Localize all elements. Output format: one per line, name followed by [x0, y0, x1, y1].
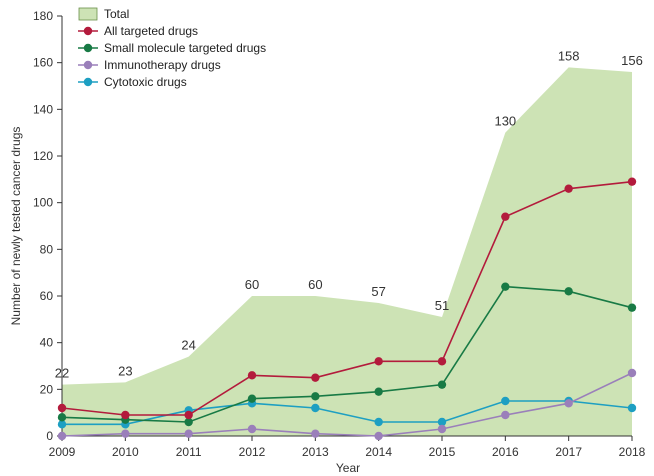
data-point — [247, 394, 257, 403]
total-value-label: 51 — [435, 298, 449, 313]
total-value-label: 24 — [181, 338, 195, 353]
legend-item-small-molecule-targeted-drugs: Small molecule targeted drugs — [78, 41, 266, 55]
data-point — [184, 417, 193, 427]
data-point — [374, 431, 383, 441]
y-ticks: 0 20 40 60 80 100 120 140 160 180 — [33, 9, 62, 443]
axes — [61, 16, 632, 437]
data-point — [437, 417, 447, 427]
legend-item-cytotoxic-drugs: Cytotoxic drugs — [78, 75, 187, 89]
legend-marker — [83, 60, 93, 70]
legend-label: Small molecule targeted drugs — [104, 41, 266, 55]
x-axis-title: Year — [336, 461, 360, 475]
data-point — [564, 287, 573, 296]
data-point — [627, 403, 637, 413]
data-point — [247, 424, 257, 434]
legend-label: Total — [104, 7, 129, 21]
y-tick-label: 0 — [46, 429, 53, 443]
legend-label: All targeted drugs — [104, 24, 198, 38]
x-tick-label: 2017 — [555, 445, 582, 459]
series-all-targeted-drugs — [57, 177, 637, 420]
y-tick-label: 120 — [33, 149, 53, 163]
y-tick-label: 40 — [40, 336, 54, 350]
data-point — [57, 403, 67, 413]
legend-item-total: Total — [78, 7, 129, 21]
data-point — [627, 177, 637, 186]
x-tick-label: 2012 — [239, 445, 266, 459]
y-tick-label: 160 — [33, 56, 53, 70]
total-value-label: 156 — [621, 53, 643, 68]
data-point — [437, 357, 447, 366]
legend: Total All targeted drugs Small molecule ta… — [78, 7, 266, 89]
total-value-label: 23 — [118, 363, 132, 378]
legend-item-immunotherapy-drugs: Immunotherapy drugs — [78, 58, 221, 72]
series-line — [61, 372, 633, 437]
series-immunotherapy-drugs — [57, 368, 637, 441]
data-point — [501, 410, 510, 420]
data-point — [311, 429, 320, 438]
x-tick-label: 2016 — [492, 445, 519, 459]
x-tick-label: 2014 — [365, 445, 392, 459]
data-point — [247, 371, 257, 380]
data-point — [311, 403, 320, 413]
total-value-label: 158 — [558, 48, 580, 63]
y-tick-label: 60 — [40, 289, 54, 303]
data-point — [121, 410, 130, 420]
x-tick-label: 2015 — [429, 445, 456, 459]
data-point — [184, 429, 193, 438]
data-point — [57, 420, 67, 429]
y-tick-label: 140 — [33, 102, 53, 116]
total-area-layer — [62, 67, 632, 436]
data-point — [57, 431, 67, 441]
legend-marker — [83, 77, 93, 87]
data-point — [57, 413, 67, 422]
data-point — [121, 429, 130, 438]
legend-label: Cytotoxic drugs — [104, 75, 187, 89]
data-point — [437, 424, 447, 434]
y-tick-label: 80 — [40, 242, 54, 256]
total-value-label: 22 — [55, 366, 69, 381]
y-axis-title: Number of newly tested cancer drugs — [9, 127, 23, 326]
series-line — [62, 400, 633, 426]
data-point — [374, 357, 383, 366]
legend-swatch — [78, 7, 98, 21]
data-point — [374, 387, 383, 396]
data-point — [501, 212, 510, 221]
data-point — [627, 368, 637, 378]
x-tick-label: 2009 — [49, 445, 76, 459]
total-value-label: 60 — [308, 277, 322, 292]
data-point — [501, 282, 510, 291]
series-line — [61, 285, 633, 423]
x-tick-label: 2013 — [302, 445, 329, 459]
series-line — [61, 180, 633, 416]
total-value-label: 57 — [371, 284, 385, 299]
series-lines — [57, 177, 637, 441]
legend-label: Immunotherapy drugs — [104, 58, 221, 72]
data-point — [374, 417, 383, 427]
series-small-molecule-targeted-drugs — [57, 282, 637, 427]
data-point — [564, 184, 573, 193]
legend-marker — [83, 26, 93, 36]
legend-marker — [83, 43, 93, 53]
y-tick-label: 20 — [40, 382, 54, 396]
x-tick-label: 2011 — [176, 445, 202, 459]
data-point — [627, 303, 637, 312]
data-point — [437, 380, 447, 389]
data-point — [311, 373, 320, 382]
legend-item-all-targeted-drugs: All targeted drugs — [78, 24, 198, 38]
total-labels: 22 23 24 60 60 57 51 130 158 156 — [55, 48, 643, 380]
total-value-label: 60 — [245, 277, 259, 292]
data-point — [311, 392, 320, 401]
total-area — [62, 67, 632, 436]
y-tick-label: 180 — [33, 9, 53, 23]
x-tick-label: 2018 — [619, 445, 646, 459]
x-ticks: 2009 2010 2011 2012 2013 2014 2015 2016 2017 2018 — [49, 436, 646, 459]
data-point — [501, 396, 510, 406]
data-point — [564, 399, 573, 408]
x-tick-label: 2010 — [112, 445, 139, 459]
data-point — [184, 410, 193, 420]
y-tick-label: 100 — [33, 196, 53, 210]
total-value-label: 130 — [494, 114, 516, 129]
